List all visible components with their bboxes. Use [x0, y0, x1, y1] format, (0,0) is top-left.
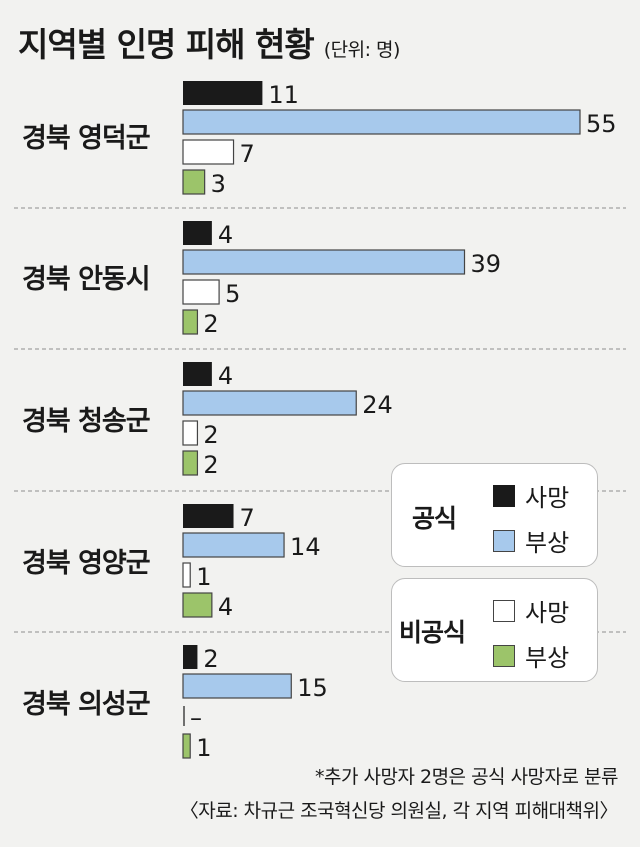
- bar-unofficial-death: [182, 139, 235, 165]
- bar-official-death: [183, 504, 234, 528]
- value-label: 4: [218, 362, 233, 390]
- region-label: 경북 청송군: [22, 406, 150, 437]
- bar-unofficial-death: [182, 562, 191, 588]
- bar-unofficial-injury: [182, 169, 206, 195]
- bar-official-injury: [182, 673, 292, 699]
- bar-official-injury: [182, 109, 581, 135]
- value-label: 4: [218, 593, 233, 621]
- legend-swatch-official-death: [493, 484, 515, 507]
- region-label: 경북 영양군: [22, 548, 150, 579]
- unit-label: (단위: 명): [323, 39, 401, 61]
- region-label: 경북 의성군: [22, 689, 150, 720]
- value-label: 1: [196, 563, 211, 591]
- value-label: 2: [203, 451, 218, 479]
- legend-group-official: 공식: [412, 504, 457, 533]
- legend-label-unofficial-injury: 부상: [525, 644, 570, 672]
- value-label: 2: [203, 310, 218, 338]
- footnote: *추가 사망자 2명은 공식 사망자로 분류: [315, 766, 619, 788]
- value-label: 4: [218, 221, 233, 249]
- legend-item-unofficial-injury: 부상: [493, 638, 569, 673]
- legend-item-unofficial-death: 사망: [493, 593, 569, 628]
- value-label: 24: [362, 391, 393, 419]
- bar-official-death: [183, 221, 212, 245]
- region-label: 경북 영덕군: [22, 123, 150, 154]
- bar-official-death: [183, 81, 263, 105]
- bar-official-death: [183, 645, 198, 669]
- value-label: 7: [240, 504, 255, 532]
- legend-item-official-death: 사망: [493, 478, 569, 513]
- bar-unofficial-death: [182, 279, 220, 305]
- legend-label-official-death: 사망: [525, 484, 570, 512]
- value-label: 2: [203, 645, 218, 673]
- bar-unofficial-injury: [182, 309, 199, 335]
- legend-item-official-injury: 부상: [493, 523, 569, 558]
- bar-official-injury: [182, 390, 357, 416]
- source-note: 〈자료: 차규근 조국혁신당 의원실, 각 지역 피해대책위〉: [179, 800, 619, 822]
- legend-label-unofficial-death: 사망: [525, 599, 570, 627]
- value-label: 15: [297, 674, 328, 702]
- legend-label-official-injury: 부상: [525, 529, 570, 557]
- bar-unofficial-injury: [182, 733, 191, 759]
- value-label: 7: [240, 140, 255, 168]
- bar-official-injury: [182, 249, 466, 275]
- value-label: 14: [290, 533, 321, 561]
- value-label: 3: [211, 170, 226, 198]
- bar-unofficial-injury: [182, 450, 199, 476]
- value-label: 2: [203, 421, 218, 449]
- value-label: 1: [196, 734, 211, 760]
- bar-unofficial-injury: [182, 592, 213, 618]
- bar-official-death: [183, 362, 212, 386]
- legend-swatch-unofficial-death: [493, 599, 515, 622]
- legend-group-unofficial: 비공식: [399, 618, 466, 647]
- legend-swatch-unofficial-injury: [493, 644, 515, 667]
- title-row: 지역별 인명 피해 현황 (단위: 명): [18, 18, 400, 66]
- value-label: 11: [268, 81, 299, 109]
- value-label: 55: [586, 110, 617, 138]
- bar-unofficial-death: [182, 420, 199, 446]
- value-label: 5: [225, 280, 240, 308]
- legend-swatch-official-injury: [493, 529, 515, 552]
- value-label: 39: [471, 250, 502, 278]
- chart-title: 지역별 인명 피해 현황: [18, 25, 315, 64]
- region-label: 경북 안동시: [22, 264, 150, 295]
- bar-official-injury: [182, 532, 285, 558]
- value-label: –: [190, 704, 202, 732]
